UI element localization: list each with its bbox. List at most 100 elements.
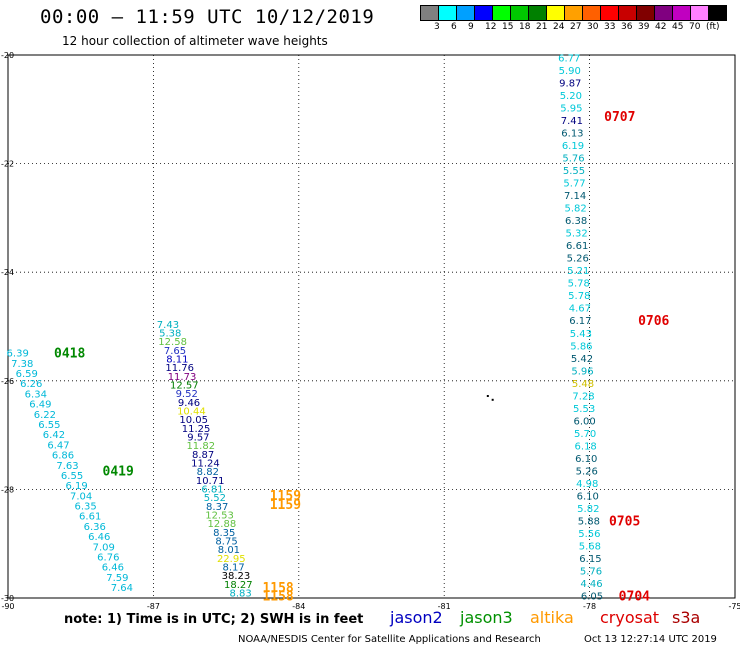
swh-value-label: 12.58: [158, 337, 187, 348]
colorbar-label: (ft): [706, 22, 720, 32]
swh-value-label: 5.82: [564, 204, 586, 215]
swh-value-label: 6.61: [79, 512, 101, 523]
colorbar-label: 33: [604, 22, 616, 32]
swh-value-label: 8.35: [213, 528, 235, 539]
pass-time-label: 0707: [604, 110, 635, 125]
swh-value-label: 6.55: [61, 471, 83, 482]
swh-value-label: 5.53: [573, 404, 595, 415]
swh-value-label: 6.86: [52, 451, 74, 462]
swh-value-label: 11.82: [186, 441, 215, 452]
x-tick-label: -84: [292, 602, 305, 611]
legend-altika: altika: [530, 608, 574, 627]
pass-time-label: 0419: [103, 464, 134, 479]
y-tick-label: -22: [1, 160, 14, 169]
swh-value-label: 5.20: [560, 91, 582, 102]
pass-time-label: 0706: [638, 314, 669, 329]
y-tick-label: -24: [1, 268, 14, 277]
swh-value-label: 9.46: [178, 398, 200, 409]
colorbar-label: 21: [536, 22, 548, 32]
swh-value-label: 5.78: [568, 291, 590, 302]
swh-value-label: 7.59: [106, 573, 128, 584]
colorbar-label: 42: [655, 22, 667, 32]
pass-time-label: 0705: [609, 514, 640, 529]
swh-value-label: 5.90: [559, 66, 581, 77]
swh-value-label: 5.78: [568, 279, 590, 290]
pass-time-label: 1159: [270, 489, 301, 504]
swh-value-label: 8.82: [197, 467, 219, 478]
colorbar-label: 24: [553, 22, 565, 32]
colorbar-label: 45: [672, 22, 684, 32]
swh-value-label: 9.57: [187, 433, 209, 444]
swh-value-label: 5.55: [563, 166, 585, 177]
swh-value-label: 10.44: [177, 406, 206, 417]
swh-value-label: 7.41: [561, 116, 583, 127]
swh-value-label: 4.46: [580, 579, 602, 590]
swh-value-label: 5.95: [560, 104, 582, 115]
swh-value-label: 6.42: [43, 430, 65, 441]
chart-title: 00:00 – 11:59 UTC 10/12/2019: [40, 6, 375, 28]
pass-time-label: 1158: [262, 589, 293, 604]
x-tick-label: -90: [1, 602, 14, 611]
swh-value-label: 11.76: [165, 363, 194, 374]
credit-text: NOAA/NESDIS Center for Satellite Applica…: [238, 634, 541, 645]
swh-value-label: 5.42: [571, 354, 593, 365]
footnote: note: 1) Time is in UTC; 2) SWH is in fe…: [64, 612, 364, 627]
swh-value-label: 6.46: [102, 563, 124, 574]
legend-s3a: s3a: [672, 608, 701, 627]
y-tick-label: -28: [1, 485, 14, 494]
swh-value-label: 6.55: [38, 420, 60, 431]
colorbar-label: 9: [468, 22, 474, 32]
swh-value-label: 5.70: [574, 429, 596, 440]
swh-value-label: 8.11: [166, 354, 188, 365]
swh-value-label: 12.57: [170, 380, 199, 391]
swh-value-label: 5.88: [578, 516, 600, 527]
swh-value-label: 6.10: [575, 454, 597, 465]
swh-value-label: 5.52: [204, 493, 226, 504]
swh-value-label: 8.87: [192, 450, 214, 461]
swh-value-label: 6.36: [84, 522, 106, 533]
colorbar: [420, 5, 727, 21]
data-point: [486, 395, 489, 398]
swh-value-label: 5.38: [159, 328, 181, 339]
swh-value-label: 10.71: [196, 476, 225, 487]
swh-value-label: 8.75: [215, 537, 237, 548]
swh-value-label: 10.05: [179, 415, 208, 426]
swh-value-label: 6.49: [29, 400, 51, 411]
swh-value-label: 6.13: [561, 129, 583, 140]
swh-value-label: 5.26: [576, 466, 598, 477]
swh-value-label: 6.19: [562, 141, 584, 152]
colorbar-label: 30: [587, 22, 599, 32]
swh-value-label: 8.83: [230, 589, 252, 600]
pass-time-label: 0704: [619, 589, 650, 604]
swh-value-label: 6.61: [566, 241, 588, 252]
swh-value-label: 8.17: [222, 563, 244, 574]
colorbar-label: 15: [502, 22, 514, 32]
swh-value-label: 7.38: [11, 359, 33, 370]
swh-value-label: 7.63: [56, 461, 78, 472]
swh-value-label: 6.05: [581, 591, 603, 602]
colorbar-label: 39: [638, 22, 650, 32]
pass-time-label: 1158: [262, 581, 293, 596]
plot-frame: [7, 54, 736, 599]
swh-value-label: 6.76: [97, 553, 119, 564]
swh-value-label: 11.24: [191, 459, 220, 470]
chart-subtitle: 12 hour collection of altimeter wave hei…: [62, 34, 328, 48]
swh-value-label: 8.01: [218, 545, 240, 556]
data-point: [491, 398, 494, 401]
swh-value-label: 6.77: [558, 54, 580, 65]
swh-value-label: 6.35: [75, 502, 97, 513]
swh-value-label: 4.67: [569, 304, 591, 315]
swh-value-label: 5.43: [570, 329, 592, 340]
swh-value-label: 7.09: [93, 542, 115, 553]
swh-value-label: 5.76: [562, 154, 584, 165]
swh-value-label: 9.52: [176, 389, 198, 400]
timestamp-text: Oct 13 12:27:14 UTC 2019: [584, 634, 717, 645]
legend-cryosat: cryosat: [600, 608, 660, 627]
swh-value-label: 22.95: [217, 554, 246, 565]
swh-value-label: 7.65: [164, 346, 186, 357]
swh-value-label: 11.73: [168, 372, 197, 383]
swh-value-label: 8.37: [206, 502, 228, 513]
swh-value-label: 6.47: [47, 440, 69, 451]
swh-value-label: 6.39: [7, 349, 29, 360]
